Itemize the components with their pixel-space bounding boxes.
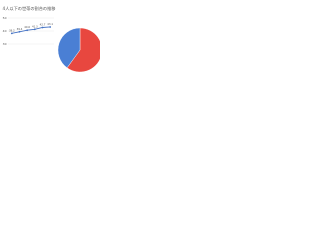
data-label: 42.7	[40, 22, 46, 26]
pie-slice	[66, 27, 100, 73]
data-label: 38.2	[9, 28, 15, 32]
line	[11, 26, 51, 34]
data-label: 39.4	[17, 27, 23, 31]
point	[49, 26, 52, 28]
chart-title: 4人以下の世帯の割合の推移	[3, 5, 56, 12]
data-label: 43.1	[47, 22, 53, 26]
y-tick-label: 50	[3, 16, 7, 20]
y-tick-label: 30	[3, 42, 7, 46]
pie-slice	[57, 27, 81, 69]
point	[33, 28, 36, 31]
point	[26, 29, 29, 32]
point	[10, 32, 13, 35]
y-tick-label: 40	[3, 29, 7, 33]
data-label: 40.6	[24, 25, 30, 29]
point	[18, 30, 21, 33]
page: {"chart_data": [ {"type": "line", "title…	[0, 0, 100, 100]
data-label: 41.3	[32, 24, 38, 28]
chart: 4人以下の世帯の割合の推移 30 40 50 38.239.440.6 41.342.7 4…	[3, 5, 100, 73]
point	[41, 26, 44, 29]
